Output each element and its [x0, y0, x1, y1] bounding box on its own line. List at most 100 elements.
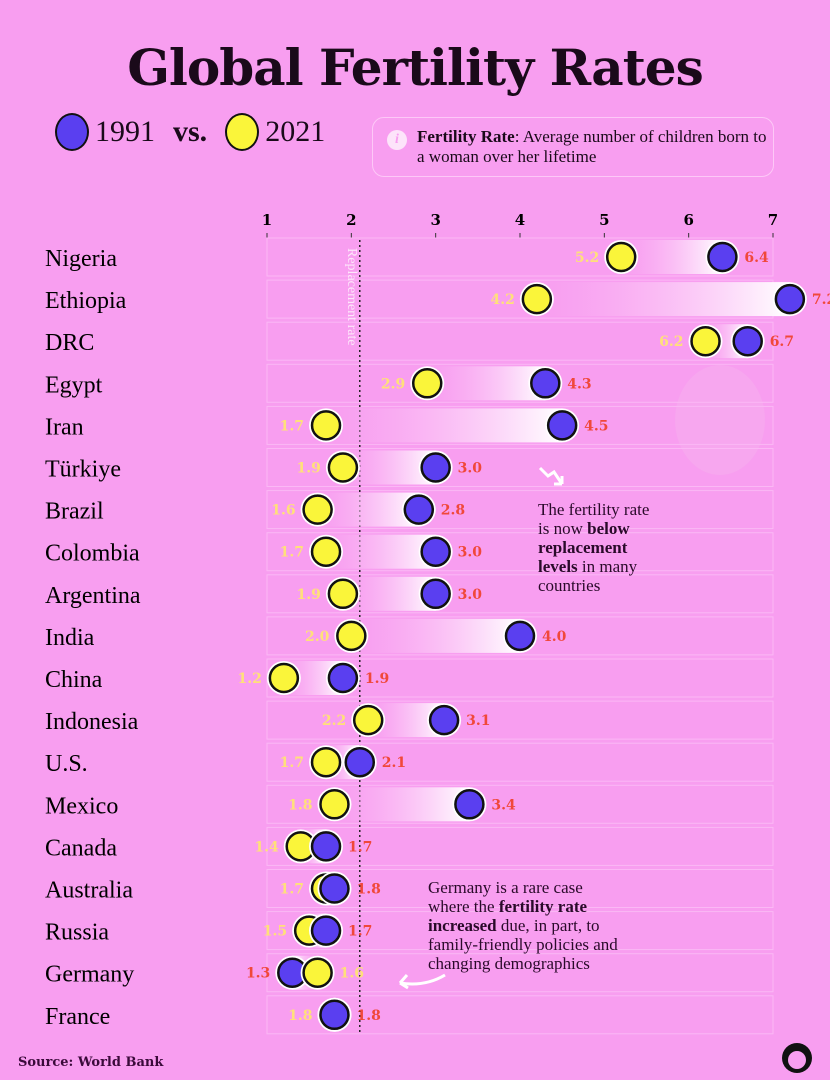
value-label-1991: 4.0	[542, 629, 567, 645]
value-label-2021: 1.5	[263, 924, 287, 940]
range-bar	[351, 618, 520, 653]
value-label-2021: 4.2	[491, 292, 515, 308]
dot-2021	[310, 410, 342, 441]
value-label-1991: 3.0	[458, 587, 483, 603]
x-tick-label: 6	[683, 211, 693, 229]
value-label-2021: 1.7	[280, 545, 304, 561]
x-tick-label: 4	[515, 211, 525, 229]
dot-1991	[420, 452, 451, 483]
row-band	[266, 321, 774, 361]
country-label: U.S.	[45, 751, 88, 777]
value-label-2021: 6.2	[659, 334, 683, 350]
value-label-1991: 3.0	[458, 545, 483, 561]
value-label-2021: 1.7	[280, 882, 304, 898]
value-label-2021: 1.6	[271, 503, 295, 519]
country-label: Egypt	[45, 372, 103, 398]
dot-1991	[319, 999, 350, 1031]
legend-label-2021: 2021	[265, 115, 326, 148]
value-label-2021: 1.6	[340, 966, 364, 982]
legend-dot-1991	[55, 113, 89, 151]
value-label-1991: 3.1	[466, 713, 490, 729]
row-band	[266, 953, 774, 993]
value-label-1991: 1.8	[356, 882, 380, 898]
row-band	[266, 784, 774, 824]
dot-1991	[774, 283, 806, 315]
dot-2021	[302, 957, 333, 988]
row-band	[266, 237, 774, 277]
value-label-2021: 2.0	[305, 629, 330, 645]
country-label: Brazil	[45, 499, 104, 525]
dot-1991	[504, 620, 536, 652]
country-label: Colombia	[45, 541, 140, 567]
dot-2021	[336, 620, 367, 652]
row-band	[266, 616, 774, 656]
dot-1991	[310, 831, 342, 862]
dot-1991	[420, 578, 451, 610]
country-label: Türkiye	[45, 457, 121, 483]
value-label-1991: 1.8	[356, 1008, 380, 1024]
dot-2021	[310, 746, 342, 778]
dot-2021	[690, 325, 721, 357]
value-label-1991: 1.7	[348, 839, 372, 855]
value-label-1991: 3.4	[491, 797, 516, 813]
dot-2021	[327, 452, 359, 483]
dot-1991	[310, 915, 342, 946]
value-label-2021: 1.4	[254, 839, 279, 855]
value-label-2021: 2.2	[322, 713, 346, 729]
range-bar	[326, 534, 436, 569]
row-band	[266, 742, 774, 782]
dot-2021	[521, 283, 553, 315]
value-label-2021: 2.9	[381, 376, 405, 392]
dot-1991	[530, 368, 561, 399]
country-label: Australia	[45, 878, 133, 904]
dot-1991	[732, 325, 763, 357]
dot-2021	[302, 494, 333, 525]
row-band	[266, 363, 774, 403]
dot-2021	[319, 789, 350, 820]
country-label: Russia	[45, 920, 109, 946]
chart-title: Global Fertility Rates	[127, 38, 704, 97]
value-label-1991: 6.4	[744, 250, 769, 266]
arrow-left-icon	[398, 973, 446, 990]
dot-1991	[319, 873, 350, 904]
annotation-below-replacement: The fertility rate is now below replacemen…	[538, 500, 650, 595]
arrow-down-icon	[538, 466, 564, 486]
value-label-2021: 1.9	[297, 587, 321, 603]
country-label: Indonesia	[45, 709, 139, 735]
dot-1991	[403, 494, 435, 525]
legend-dot-2021	[225, 113, 260, 151]
replacement-rate-label: Replacement rate	[344, 248, 359, 346]
definition-box: i Fertility Rate: Average number of chil…	[372, 117, 774, 177]
value-label-1991: 3.0	[458, 461, 483, 477]
range-bar	[334, 787, 470, 822]
value-label-1991: 1.7	[348, 924, 372, 940]
x-tick-label: 7	[768, 211, 778, 229]
value-label-1991: 4.5	[584, 418, 608, 434]
dot-1991	[428, 704, 460, 736]
row-band	[266, 405, 774, 445]
dot-2021	[605, 241, 637, 273]
country-label: Mexico	[45, 793, 118, 819]
row-band	[266, 995, 774, 1035]
country-label: Iran	[45, 414, 84, 440]
value-label-1991: 1.3	[246, 966, 270, 982]
dot-1991	[454, 789, 485, 820]
legend-vs: vs.	[173, 115, 208, 148]
value-label-1991: 2.8	[441, 503, 465, 519]
country-label: Nigeria	[45, 246, 117, 272]
country-label: India	[45, 625, 95, 651]
range-bar	[427, 366, 546, 401]
value-label-1991: 7.2	[812, 292, 830, 308]
country-label: Canada	[45, 835, 117, 861]
dot-2021	[352, 704, 384, 736]
country-label: Ethiopia	[45, 288, 127, 314]
source-note: Source: World Bank	[18, 1055, 164, 1070]
row-band	[266, 869, 774, 908]
x-tick-label: 2	[346, 211, 356, 229]
dot-1991	[327, 662, 359, 694]
value-label-2021: 1.7	[280, 418, 304, 434]
country-label: DRC	[45, 330, 94, 356]
range-bar	[326, 408, 563, 443]
country-label: Germany	[45, 962, 134, 988]
